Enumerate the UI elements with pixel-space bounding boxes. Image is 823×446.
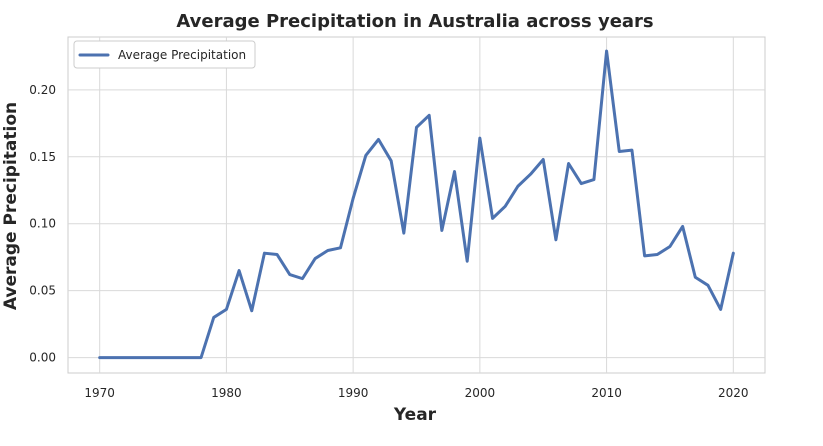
x-tick-label: 2000: [465, 386, 496, 400]
legend: Average Precipitation: [73, 40, 256, 69]
x-tick-label: 1990: [338, 386, 369, 400]
y-tick-label: 0.05: [29, 284, 56, 298]
vertical-gridlines: [99, 37, 734, 373]
x-tick-label: 2020: [718, 386, 749, 400]
series-layer: [98, 49, 735, 360]
legend-box: [73, 40, 256, 69]
x-axis-label: Year: [393, 405, 437, 425]
plot-frame: [67, 36, 766, 374]
y-tick-label: 0.20: [29, 83, 56, 97]
legend-label: Average Precipitation: [118, 48, 246, 62]
y-tick-label: 0.00: [29, 351, 56, 365]
y-tick-labels: 0.00 0.05 0.10 0.15 0.20: [29, 83, 56, 365]
chart-title: Average Precipitation in Australia acros…: [176, 11, 653, 32]
x-tick-label: 1970: [84, 386, 115, 400]
y-tick-label: 0.10: [29, 217, 56, 231]
x-tick-label: 2010: [591, 386, 622, 400]
series-line: [98, 49, 735, 360]
plot-area: [67, 36, 766, 374]
x-tick-label: 1980: [211, 386, 242, 400]
y-tick-label: 0.15: [29, 150, 56, 164]
x-tick-labels: 1970 1980 1990 2000 2010 2020: [84, 386, 748, 400]
y-axis-label: Average Precipitation: [1, 102, 21, 310]
